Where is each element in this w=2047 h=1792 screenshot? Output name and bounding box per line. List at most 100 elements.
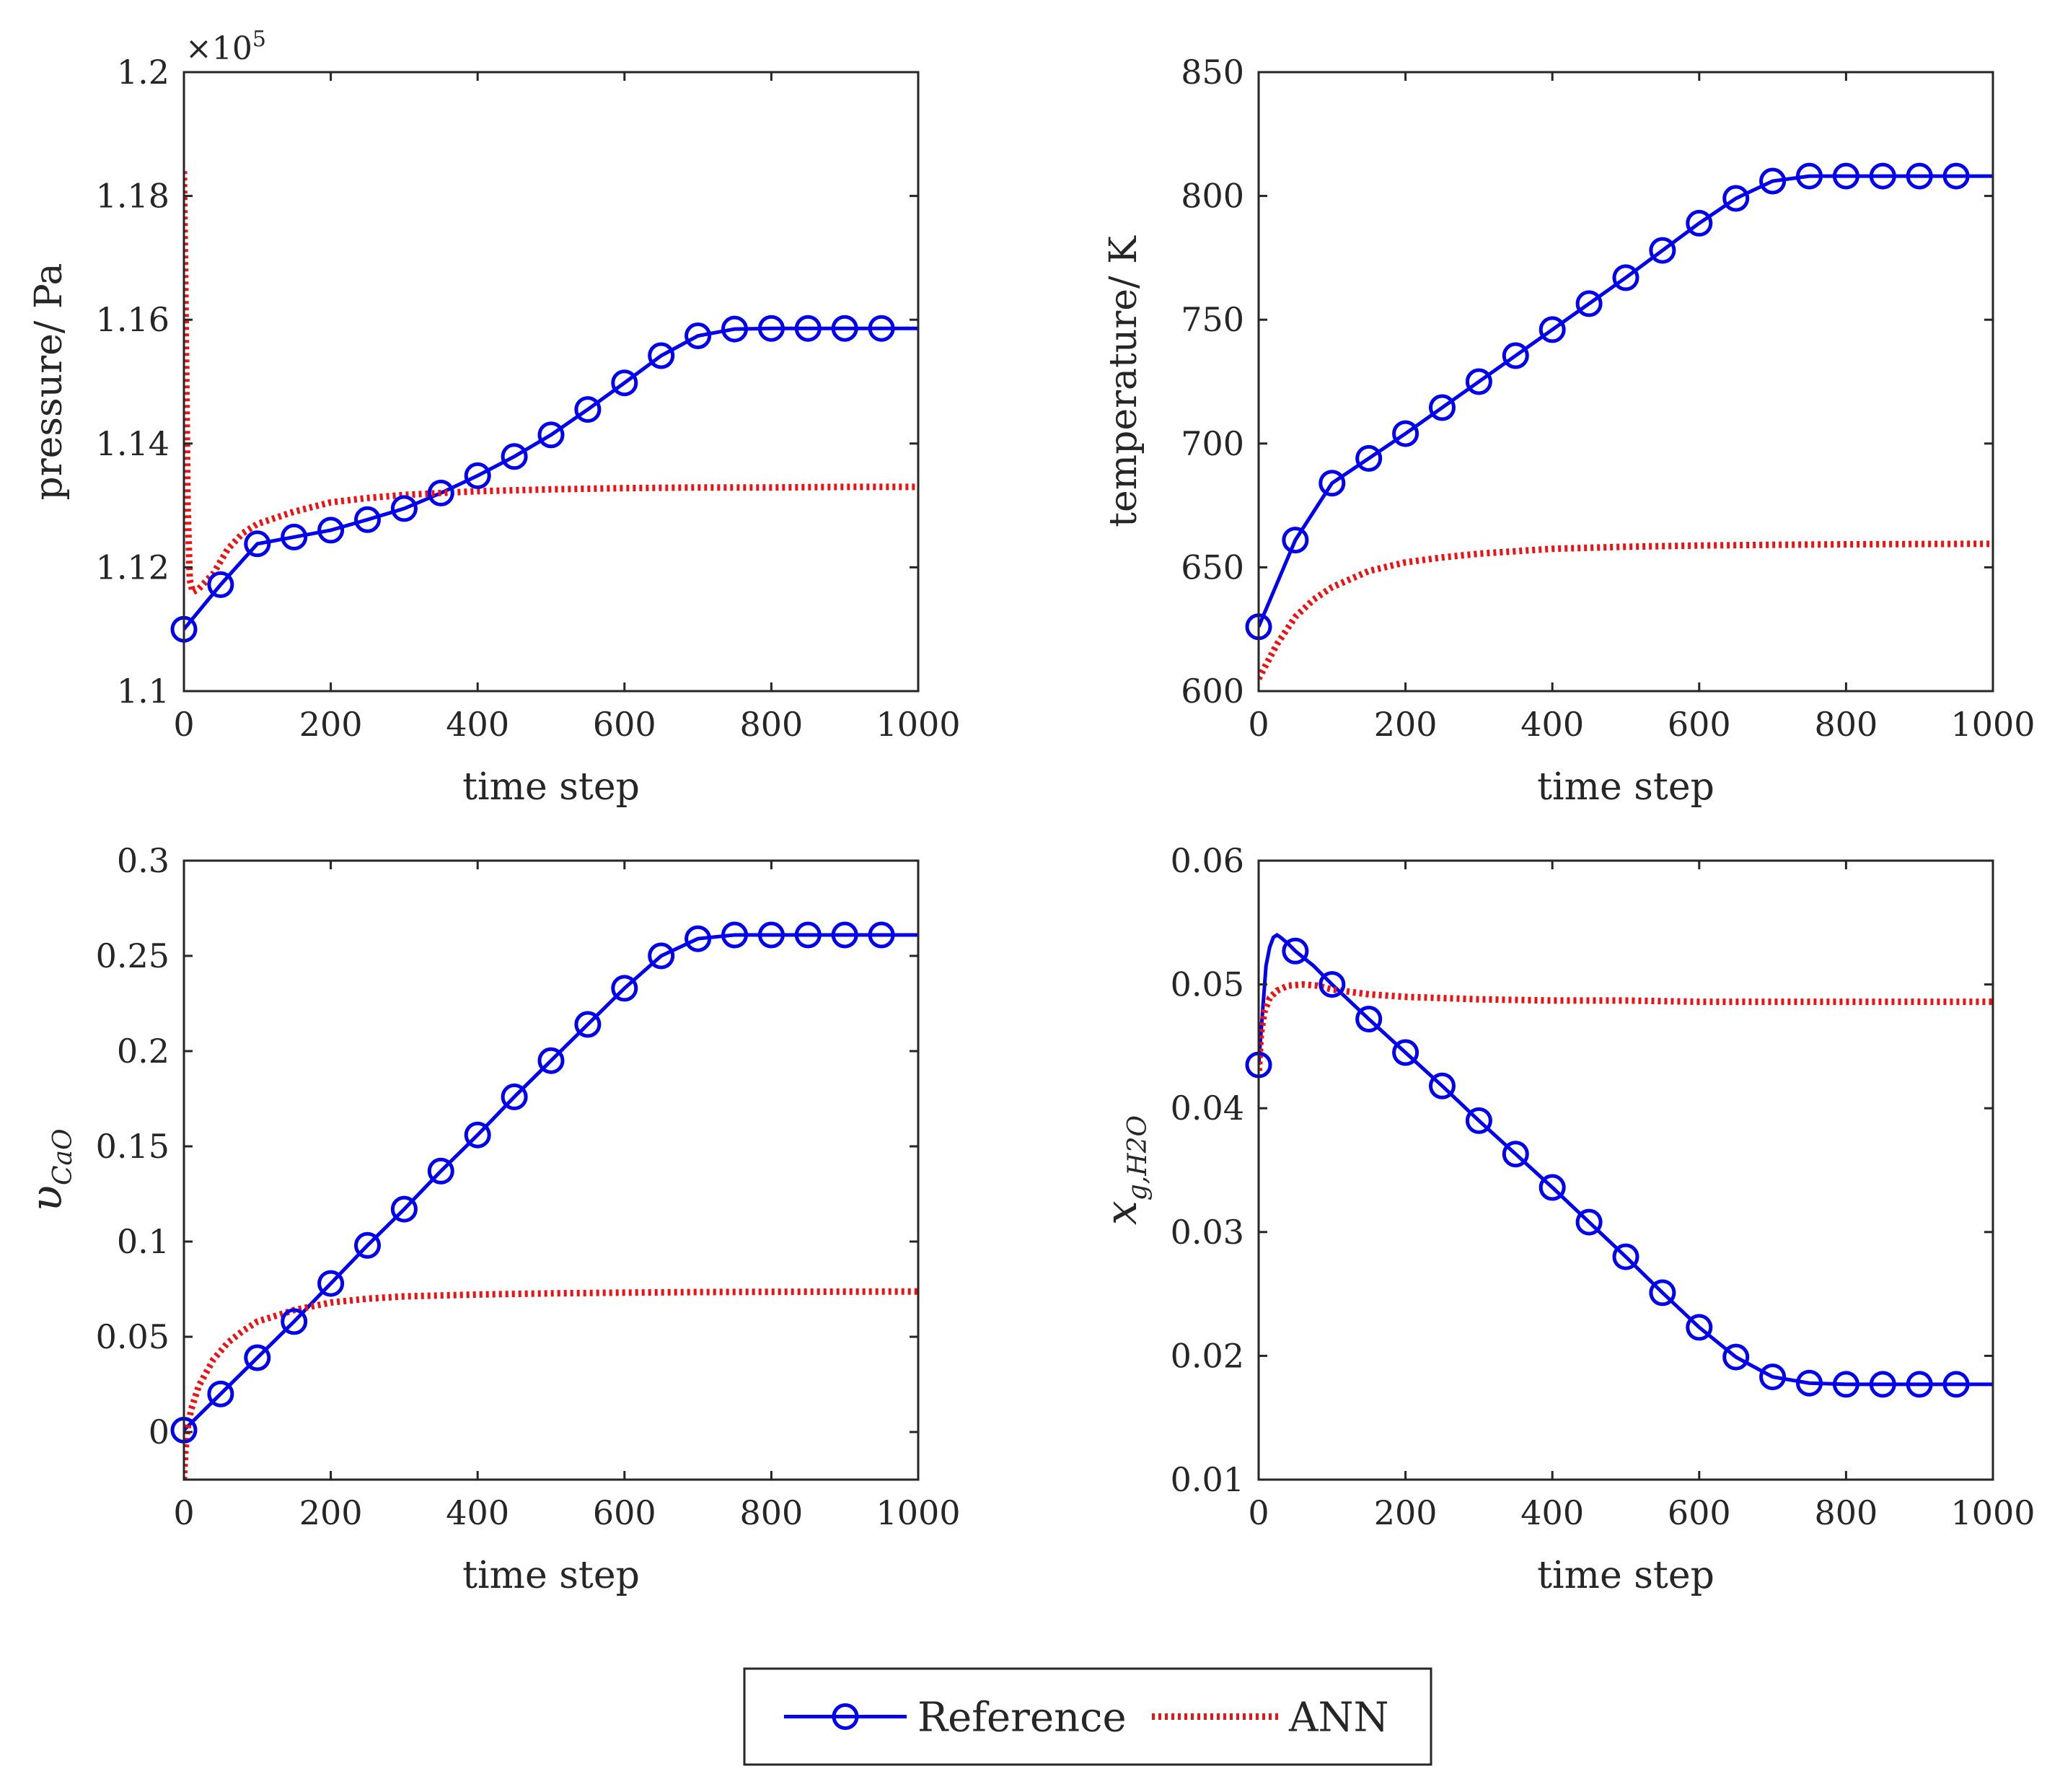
- x-tick-label: 200: [1374, 705, 1438, 744]
- axis-multiplier: ×105: [185, 27, 266, 67]
- data-point-marker: [831, 315, 858, 342]
- data-point-marker: [244, 530, 271, 558]
- y-axis-label: xg,H2O: [1096, 1115, 1153, 1225]
- x-tick-label: 400: [1520, 705, 1584, 744]
- data-point-marker: [1282, 937, 1309, 965]
- x-tick-label: 400: [446, 705, 509, 744]
- x-tick-label: 0: [173, 1493, 194, 1532]
- data-point-marker: [1869, 162, 1896, 190]
- legend-label-ann: ANN: [1288, 1695, 1388, 1742]
- data-point-marker: [281, 1308, 308, 1335]
- x-tick-label: 400: [1520, 1493, 1584, 1532]
- x-tick-label: 1000: [1950, 705, 2035, 744]
- data-point-marker: [244, 1344, 271, 1371]
- data-point-marker: [684, 925, 712, 952]
- data-point-marker: [1722, 1343, 1750, 1371]
- y-tick-label: 1.18: [96, 177, 170, 216]
- data-point-marker: [1538, 316, 1566, 343]
- series-line-reference: [184, 933, 918, 1432]
- data-point-marker: [390, 495, 418, 522]
- data-point-marker: [207, 1380, 234, 1407]
- legend-marker-reference: [832, 1703, 859, 1730]
- data-point-marker: [1649, 1279, 1676, 1306]
- data-point-marker: [1759, 1363, 1787, 1391]
- axes-box: [182, 859, 920, 1481]
- y-tick-label: 650: [1181, 548, 1244, 587]
- data-point-marker: [1942, 1371, 1970, 1398]
- axes-box: [1257, 71, 1994, 693]
- x-axis-label: time step: [462, 1554, 640, 1597]
- x-tick-label: 0: [1248, 1493, 1269, 1532]
- chart-vcao: 0 200 400 600 800 1000 0 0.05 0.1 0.15 0.2 0.25 0.3 t…: [22, 841, 961, 1597]
- y-tick-label: 0.06: [1171, 841, 1244, 880]
- axes-box: [1257, 859, 1994, 1481]
- y-tick-label: 0.01: [1171, 1460, 1244, 1499]
- x-tick-label: 600: [1668, 1493, 1731, 1532]
- x-tick-label: 800: [1814, 705, 1877, 744]
- data-point-marker: [1538, 1174, 1566, 1201]
- data-point-marker: [794, 315, 822, 342]
- data-point-marker: [354, 1231, 381, 1259]
- y-tick-label: 0.1: [117, 1222, 170, 1261]
- series-line-ann: [1259, 540, 1993, 680]
- y-tick-label: 0: [149, 1413, 170, 1451]
- y-tick-label: 0.25: [96, 936, 170, 975]
- x-tick-label: 600: [593, 1493, 656, 1532]
- data-point-marker: [868, 921, 895, 949]
- data-point-marker: [1429, 394, 1456, 421]
- x-tick-label: 1000: [876, 1493, 960, 1532]
- x-tick-label: 0: [1248, 705, 1269, 744]
- x-tick-label: 800: [739, 1493, 803, 1532]
- data-point-marker: [1502, 342, 1529, 369]
- data-point-marker: [537, 421, 565, 449]
- series-line-reference: [1259, 174, 1993, 628]
- y-tick-label: 600: [1181, 672, 1244, 711]
- y-axis-label: pressure/ Pa: [27, 263, 71, 500]
- data-point-marker: [611, 369, 638, 397]
- series-line-ann: [1259, 981, 1993, 1078]
- series-line-reference: [184, 326, 918, 631]
- data-point-marker: [721, 921, 748, 949]
- y-tick-label: 1.12: [96, 548, 170, 587]
- data-point-marker: [1575, 290, 1603, 317]
- data-point-marker: [794, 921, 822, 949]
- x-tick-label: 1000: [1950, 1493, 2035, 1532]
- y-tick-label: 0.04: [1171, 1089, 1244, 1128]
- data-point-marker: [1612, 1243, 1639, 1270]
- data-point-marker: [574, 1011, 602, 1038]
- axes-box: [182, 71, 920, 693]
- y-tick-label: 0.05: [1171, 965, 1244, 1004]
- data-point-marker: [317, 517, 345, 544]
- data-point-marker: [1355, 444, 1383, 472]
- data-point-marker: [1319, 971, 1346, 998]
- x-axis-label: time step: [1537, 1554, 1714, 1597]
- data-point-marker: [501, 1083, 528, 1110]
- series-line-ann: [184, 1288, 918, 1480]
- y-tick-label: 0.3: [117, 841, 170, 880]
- y-axis-label: temperature/ K: [1102, 235, 1145, 527]
- chart-xgh2o: 0 200 400 600 800 1000 0.01 0.02 0.03 0.04 0.05 0.0…: [1096, 841, 2035, 1597]
- x-tick-label: 400: [446, 1493, 509, 1532]
- y-axis-label: υCaO: [22, 1128, 78, 1211]
- data-point-marker: [1722, 185, 1750, 212]
- data-point-marker: [648, 942, 675, 970]
- data-point-marker: [1832, 162, 1859, 190]
- y-tick-label: 800: [1181, 177, 1244, 216]
- x-tick-label: 600: [593, 705, 656, 744]
- x-tick-label: 1000: [876, 705, 960, 744]
- data-point-marker: [1282, 527, 1309, 554]
- y-tick-label: 1.1: [117, 672, 170, 711]
- x-tick-label: 200: [299, 1493, 363, 1532]
- y-tick-label: 750: [1181, 300, 1244, 339]
- y-tick-label: 0.15: [96, 1127, 170, 1166]
- data-point-marker: [1355, 1006, 1383, 1033]
- data-point-marker: [831, 921, 858, 949]
- data-point-marker: [464, 1121, 491, 1148]
- data-point-marker: [1465, 1107, 1492, 1134]
- data-point-marker: [1612, 264, 1639, 291]
- data-point-marker: [684, 322, 712, 349]
- x-tick-label: 200: [1374, 1493, 1438, 1532]
- data-point-marker: [281, 523, 308, 550]
- y-tick-label: 700: [1181, 424, 1244, 463]
